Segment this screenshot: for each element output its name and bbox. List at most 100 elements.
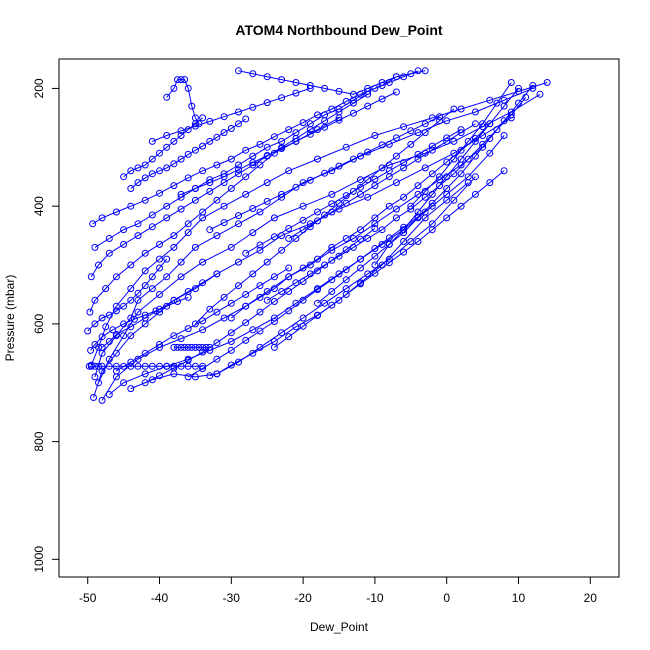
data-point <box>170 332 178 340</box>
data-point <box>292 235 300 242</box>
data-point <box>371 225 379 232</box>
data-point <box>184 229 192 237</box>
data-point <box>263 296 271 304</box>
data-point <box>392 179 400 187</box>
data-point <box>206 117 214 125</box>
data-point <box>148 170 156 178</box>
data-point <box>400 248 408 256</box>
series-30 <box>177 88 400 198</box>
data-point <box>242 319 250 327</box>
data-point <box>91 373 99 381</box>
data-point <box>191 114 199 122</box>
data-point <box>191 373 199 381</box>
data-point <box>292 89 300 97</box>
data-point <box>328 200 336 208</box>
data-point <box>220 129 228 137</box>
data-point <box>314 255 321 263</box>
data-point <box>357 280 364 288</box>
data-point <box>184 220 192 228</box>
data-point <box>263 99 271 107</box>
series-6 <box>105 132 508 398</box>
data-point <box>163 362 171 370</box>
data-point <box>188 102 196 110</box>
data-point <box>285 264 293 272</box>
x-tick-label: 0 <box>443 591 450 605</box>
data-point <box>213 133 221 141</box>
data-point <box>292 183 300 191</box>
data-point <box>86 308 94 316</box>
data-point <box>191 185 199 192</box>
data-point <box>148 137 156 145</box>
data-point <box>170 84 178 92</box>
data-point <box>156 305 163 313</box>
data-point <box>457 155 465 163</box>
data-point <box>270 298 278 305</box>
data-point <box>342 97 350 105</box>
data-point <box>170 364 178 372</box>
data-point <box>364 84 372 92</box>
data-point <box>421 129 429 137</box>
data-point <box>270 343 278 351</box>
data-point <box>199 142 207 150</box>
data-point <box>278 246 286 254</box>
data-point <box>191 243 199 251</box>
data-point <box>134 164 142 172</box>
data-point <box>328 276 336 284</box>
series-line <box>98 93 541 384</box>
data-point <box>227 299 235 307</box>
data-point <box>112 273 120 281</box>
data-point <box>357 235 364 243</box>
data-point <box>471 108 479 116</box>
data-point <box>421 214 429 222</box>
data-point <box>156 240 163 248</box>
data-point <box>163 143 171 151</box>
data-point <box>400 223 408 231</box>
data-point <box>378 141 386 149</box>
data-point <box>127 332 135 340</box>
data-point <box>263 197 271 205</box>
data-point <box>112 367 120 375</box>
data-point <box>299 216 307 224</box>
data-point <box>443 158 451 166</box>
series-15 <box>89 67 422 228</box>
x-tick-label: -50 <box>79 591 97 605</box>
data-point <box>134 289 142 297</box>
data-point <box>270 214 278 222</box>
series-line <box>209 116 440 231</box>
data-point <box>400 123 408 131</box>
data-point <box>134 308 142 316</box>
data-point <box>342 291 350 298</box>
data-point <box>457 105 465 113</box>
data-point <box>371 132 379 139</box>
plot-series-group <box>84 67 551 404</box>
data-point <box>163 214 171 222</box>
data-point <box>256 241 264 249</box>
data-point <box>414 208 422 216</box>
data-point <box>400 73 408 81</box>
data-point <box>378 226 386 234</box>
series-line <box>101 273 218 348</box>
data-point <box>321 299 329 307</box>
series-36 <box>270 167 508 351</box>
data-point <box>177 273 185 281</box>
data-point <box>292 279 300 287</box>
data-point <box>335 162 343 170</box>
data-point <box>443 173 451 181</box>
data-point <box>335 87 343 95</box>
data-point <box>170 343 178 351</box>
data-point <box>299 322 307 330</box>
series-27 <box>141 225 379 387</box>
data-point <box>235 220 242 228</box>
data-point <box>177 127 185 135</box>
data-point <box>95 261 102 269</box>
data-point <box>148 285 156 293</box>
x-tick-label: 10 <box>512 591 526 605</box>
data-point <box>235 120 242 128</box>
data-point <box>213 232 221 240</box>
data-point <box>120 320 128 328</box>
data-point <box>500 167 508 175</box>
data-point <box>249 349 257 357</box>
data-point <box>127 167 135 175</box>
data-point <box>285 225 293 232</box>
data-point <box>220 219 228 227</box>
